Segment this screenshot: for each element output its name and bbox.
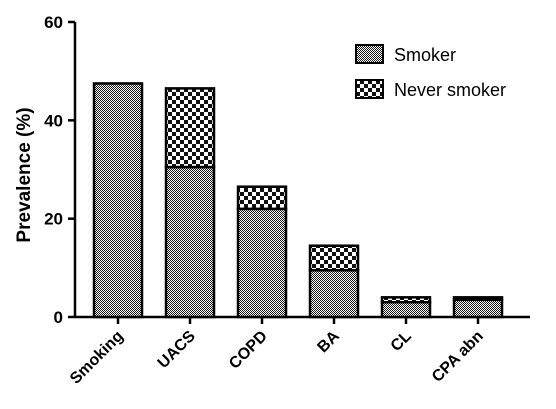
legend-label-smoker: Smoker (394, 45, 456, 65)
bar-smoker-uacs (164, 165, 216, 319)
bar-smoker-cl (380, 301, 432, 319)
y-tick-label: 40 (44, 111, 63, 130)
x-tick-label: BA (314, 327, 343, 356)
bar-smoker-ba (308, 269, 360, 319)
y-tick-label: 0 (54, 308, 63, 327)
legend: Smoker Never smoker (355, 44, 506, 100)
y-tick-label: 60 (44, 13, 63, 32)
x-tick-label: Smoking (67, 328, 127, 388)
x-tick-label: CPA abn (429, 328, 487, 386)
x-tick-label: COPD (226, 328, 271, 373)
legend-swatch-never-smoker (355, 79, 384, 99)
legend-label-never-smoker: Never smoker (394, 80, 506, 100)
bar-never-smoker-copd (236, 185, 288, 211)
x-tick-label: UACS (155, 328, 199, 372)
bar-smoker-copd (236, 207, 288, 319)
legend-swatch-smoker (355, 44, 384, 64)
bar-smoker-smoking (92, 82, 144, 319)
y-axis-title: Prevalence (%) (14, 107, 35, 242)
bar-never-smoker-cl (380, 296, 432, 304)
bar-smoker-cpa-abn (452, 298, 504, 319)
y-tick-label: 20 (44, 210, 63, 229)
x-tick-label: CL (388, 328, 415, 355)
bar-never-smoker-cpa-abn (452, 296, 504, 302)
bar-never-smoker-uacs (164, 87, 216, 169)
bar-never-smoker-ba (308, 244, 360, 272)
